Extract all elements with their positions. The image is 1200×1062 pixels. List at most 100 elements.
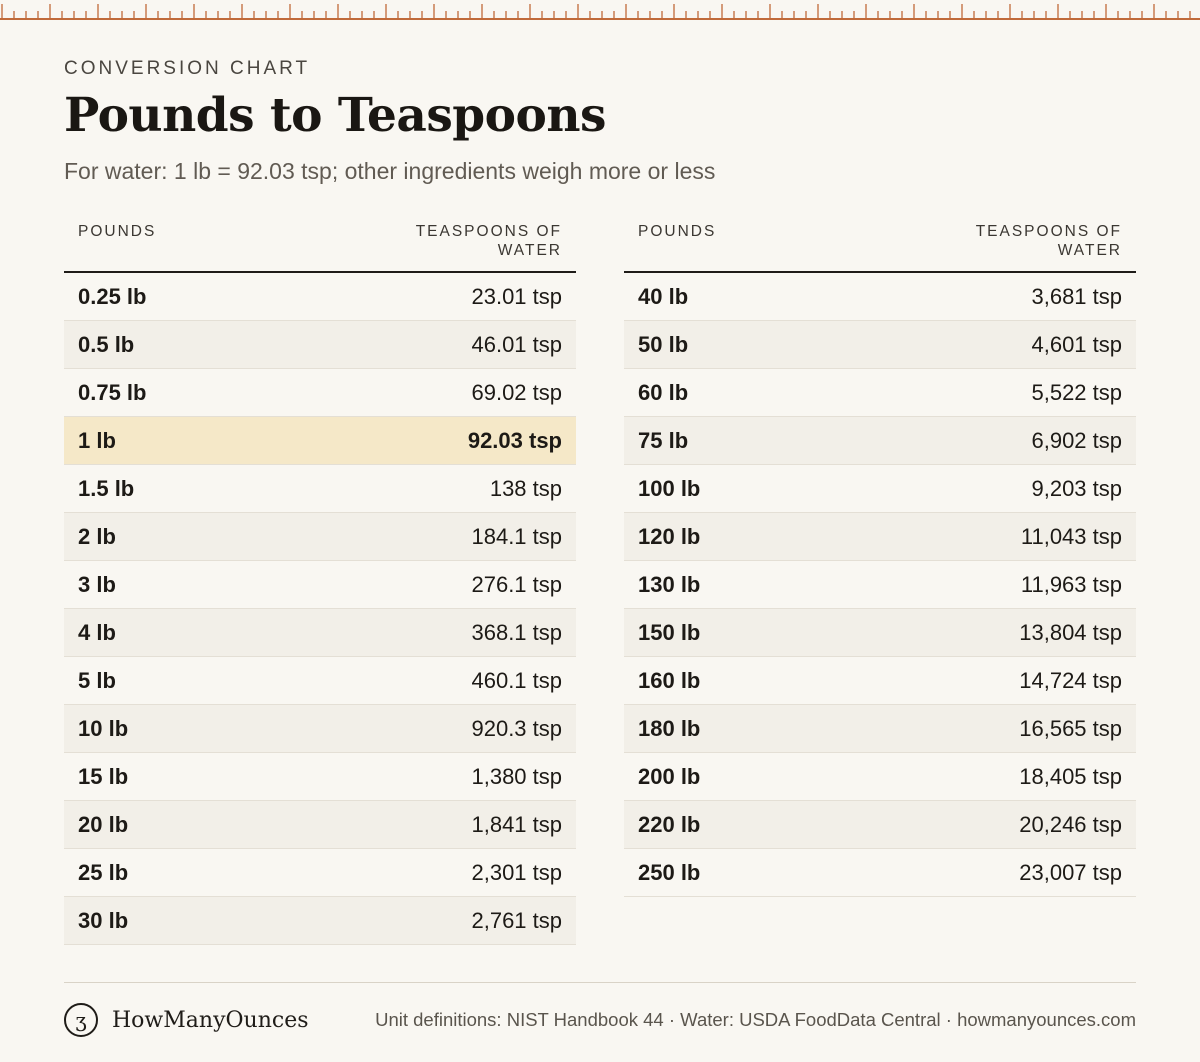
pounds-cell: 0.5 lb <box>78 331 135 357</box>
pounds-cell: 75 lb <box>638 427 689 453</box>
column-header-teaspoons-line1: TEASPOONS OF <box>415 223 562 240</box>
table-row: 15 lb 1,380 tsp <box>64 753 576 801</box>
sources-credit: Unit definitions: NIST Handbook 44 · Wat… <box>375 1009 1136 1030</box>
table-row: 30 lb 2,761 tsp <box>64 897 576 945</box>
teaspoons-cell: 11,963 tsp <box>1020 571 1122 597</box>
column-header-teaspoons-line1: TEASPOONS OF <box>975 223 1122 240</box>
table-row: 5 lb 460.1 tsp <box>64 657 576 705</box>
teaspoons-cell: 18,405 tsp <box>1019 763 1122 789</box>
table-row: 100 lb 9,203 tsp <box>624 465 1136 513</box>
teaspoons-cell: 276.1 tsp <box>471 571 562 597</box>
teaspoons-cell: 138 tsp <box>489 475 562 501</box>
teaspoons-cell: 1,841 tsp <box>471 811 562 837</box>
table-row: 0.75 lb 69.02 tsp <box>64 369 576 417</box>
pounds-cell: 60 lb <box>638 379 689 405</box>
table-row: 75 lb 6,902 tsp <box>624 417 1136 465</box>
pounds-cell: 1.5 lb <box>78 475 135 501</box>
pounds-cell: 25 lb <box>78 859 129 885</box>
teaspoons-cell: 69.02 tsp <box>471 379 562 405</box>
table-body: 0.25 lb 23.01 tsp 0.5 lb 46.01 tsp 0.75 lb 69… <box>64 273 576 945</box>
teaspoons-cell: 920.3 tsp <box>471 715 562 741</box>
brand-name: HowManyOunces <box>112 1007 309 1033</box>
teaspoons-cell: 16,565 tsp <box>1019 715 1122 741</box>
table-body: 40 lb 3,681 tsp 50 lb 4,601 tsp 60 lb 5,522 t… <box>624 273 1136 897</box>
teaspoons-cell: 9,203 tsp <box>1031 475 1122 501</box>
table-row: 50 lb 4,601 tsp <box>624 321 1136 369</box>
pounds-cell: 0.25 lb <box>78 283 147 309</box>
pounds-cell: 40 lb <box>638 283 689 309</box>
conversion-table-right: POUNDS TEASPOONS OF WATER 40 lb 3,681 tsp… <box>624 222 1136 897</box>
table-row: 0.25 lb 23.01 tsp <box>64 273 576 321</box>
teaspoons-cell: 92.03 tsp <box>467 427 562 453</box>
teaspoons-cell: 4,601 tsp <box>1031 331 1122 357</box>
pounds-cell: 20 lb <box>78 811 129 837</box>
table-header: POUNDS TEASPOONS OF WATER <box>624 222 1136 273</box>
table-row: 20 lb 1,841 tsp <box>64 801 576 849</box>
teaspoons-cell: 20,246 tsp <box>1019 811 1122 837</box>
teaspoons-cell: 2,301 tsp <box>471 859 562 885</box>
table-row-highlighted: 1 lb 92.03 tsp <box>64 417 576 465</box>
pounds-cell: 160 lb <box>638 667 701 693</box>
pounds-cell: 1 lb <box>78 427 116 453</box>
pounds-cell: 120 lb <box>638 523 701 549</box>
teaspoons-cell: 184.1 tsp <box>471 523 562 549</box>
table-row: 130 lb 11,963 tsp <box>624 561 1136 609</box>
column-header-teaspoons: TEASPOONS OF WATER <box>952 222 1122 271</box>
teaspoons-cell: 460.1 tsp <box>471 667 562 693</box>
teaspoons-cell: 3,681 tsp <box>1031 283 1122 309</box>
teaspoons-cell: 14,724 tsp <box>1019 667 1122 693</box>
table-row: 250 lb 23,007 tsp <box>624 849 1136 897</box>
pounds-cell: 250 lb <box>638 859 701 885</box>
pounds-cell: 50 lb <box>638 331 689 357</box>
pounds-cell: 100 lb <box>638 475 701 501</box>
table-header: POUNDS TEASPOONS OF WATER <box>64 222 576 273</box>
pounds-cell: 5 lb <box>78 667 116 693</box>
table-row: 2 lb 184.1 tsp <box>64 513 576 561</box>
pounds-cell: 3 lb <box>78 571 116 597</box>
column-header-teaspoons: TEASPOONS OF WATER <box>392 222 562 271</box>
pounds-cell: 30 lb <box>78 907 129 933</box>
table-row: 0.5 lb 46.01 tsp <box>64 321 576 369</box>
pounds-cell: 180 lb <box>638 715 701 741</box>
teaspoons-cell: 368.1 tsp <box>471 619 562 645</box>
teaspoons-cell: 46.01 tsp <box>471 331 562 357</box>
pounds-cell: 4 lb <box>78 619 116 645</box>
pounds-cell: 2 lb <box>78 523 116 549</box>
column-header-teaspoons-line2: WATER <box>1057 242 1122 259</box>
column-header-teaspoons-line2: WATER <box>497 242 562 259</box>
table-row: 160 lb 14,724 tsp <box>624 657 1136 705</box>
table-row: 220 lb 20,246 tsp <box>624 801 1136 849</box>
teaspoons-cell: 23.01 tsp <box>471 283 562 309</box>
ruler-decoration <box>0 0 1200 22</box>
conversion-table-left: POUNDS TEASPOONS OF WATER 0.25 lb 23.01 t… <box>64 222 576 945</box>
logo-mark-icon: ʒ <box>64 1003 98 1037</box>
pounds-cell: 200 lb <box>638 763 701 789</box>
table-row: 150 lb 13,804 tsp <box>624 609 1136 657</box>
pounds-cell: 220 lb <box>638 811 701 837</box>
table-row: 120 lb 11,043 tsp <box>624 513 1136 561</box>
brand-logo[interactable]: ʒ HowManyOunces <box>64 1003 309 1037</box>
teaspoons-cell: 1,380 tsp <box>471 763 562 789</box>
teaspoons-cell: 13,804 tsp <box>1019 619 1122 645</box>
column-header-pounds: POUNDS <box>638 223 717 240</box>
pounds-cell: 10 lb <box>78 715 129 741</box>
table-row: 180 lb 16,565 tsp <box>624 705 1136 753</box>
page-subtitle: For water: 1 lb = 92.03 tsp; other ingre… <box>64 158 716 184</box>
ruler-ticks <box>0 4 1200 20</box>
teaspoons-cell: 6,902 tsp <box>1031 427 1122 453</box>
teaspoons-cell: 11,043 tsp <box>1020 523 1122 549</box>
teaspoons-cell: 5,522 tsp <box>1031 379 1122 405</box>
column-header-pounds: POUNDS <box>78 223 157 240</box>
table-row: 4 lb 368.1 tsp <box>64 609 576 657</box>
teaspoons-cell: 23,007 tsp <box>1019 859 1122 885</box>
table-row: 40 lb 3,681 tsp <box>624 273 1136 321</box>
table-row: 200 lb 18,405 tsp <box>624 753 1136 801</box>
pounds-cell: 0.75 lb <box>78 379 147 405</box>
page-title: Pounds to Teaspoons <box>64 88 606 143</box>
table-row: 60 lb 5,522 tsp <box>624 369 1136 417</box>
eyebrow-label: CONVERSION CHART <box>64 58 311 79</box>
footer-divider <box>64 982 1136 983</box>
pounds-cell: 150 lb <box>638 619 701 645</box>
table-row: 10 lb 920.3 tsp <box>64 705 576 753</box>
pounds-cell: 130 lb <box>638 571 701 597</box>
